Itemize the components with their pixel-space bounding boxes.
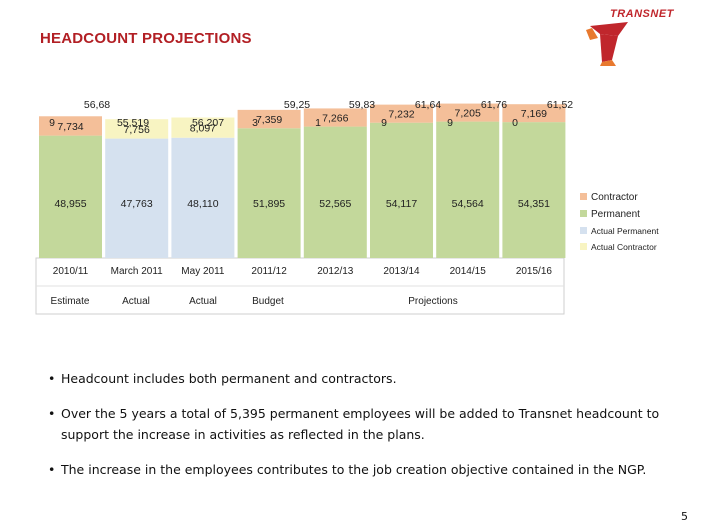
total-label: 59,25 (284, 99, 310, 111)
bar-permanent (303, 126, 367, 259)
logo-wordmark: TRANSNET (610, 8, 674, 20)
logo-mark-icon (586, 22, 628, 66)
bar-value-label: 51,895 (253, 198, 285, 210)
sublabel: Estimate (51, 296, 90, 307)
page-number: 5 (681, 510, 688, 523)
bar-value-label: 47,763 (121, 198, 153, 210)
category-label: May 2011 (181, 266, 225, 277)
transnet-logo: TRANSNET (578, 4, 696, 66)
bar-value-label: 48,955 (54, 198, 86, 210)
bar-value-label: 54,351 (518, 198, 550, 210)
category-label: 2015/16 (516, 266, 553, 277)
legend-swatch (580, 210, 587, 217)
bar-actual-contractor (171, 117, 235, 138)
bar-contractor (237, 109, 301, 129)
bar-value-label: 7,734 (57, 121, 83, 133)
bar-value-label: 7,232 (388, 109, 414, 121)
total-label: 9 (49, 117, 55, 129)
legend-swatch (580, 193, 587, 200)
legend-label: Contractor (591, 192, 638, 203)
bar-permanent (502, 122, 566, 258)
bullet-item: The increase in the employees contribute… (48, 459, 678, 480)
legend-swatch (580, 227, 587, 234)
legend-label: Actual Permanent (591, 226, 659, 236)
bullet-item: Headcount includes both permanent and co… (48, 368, 678, 389)
bar-contractor (39, 116, 102, 136)
bar-value-label: 8,097 (190, 123, 216, 135)
bar-permanent (370, 122, 433, 259)
bar-value-label: 52,565 (319, 198, 351, 210)
slide-title: HEADCOUNT PROJECTIONS (40, 30, 252, 47)
bar-permanent (237, 128, 301, 258)
total-label: 56,68 (84, 99, 110, 111)
total-label: 61,64 (415, 99, 441, 111)
bar-value-label: 48,110 (187, 198, 218, 210)
total-label: 3 (252, 117, 258, 129)
bar-permanent (436, 121, 500, 258)
bar-actual-contractor (105, 119, 169, 139)
total-label: 61,76 (481, 99, 507, 111)
bar-contractor (502, 104, 566, 123)
bar-value-label: 7,205 (455, 108, 481, 120)
total-label: 56,207 (192, 117, 224, 129)
total-label: 55,519 (117, 117, 149, 129)
bar-contractor (370, 104, 433, 123)
total-label: 9 (381, 117, 387, 129)
bar-value-label: 7,266 (322, 113, 348, 125)
sublabel: Projections (408, 296, 457, 307)
legend-label: Permanent (591, 209, 640, 220)
bar-value-label: 7,359 (256, 114, 282, 126)
bullet-list: Headcount includes both permanent and co… (48, 368, 678, 494)
sublabel: Budget (252, 296, 284, 307)
category-label: 2011/12 (251, 266, 287, 277)
category-label: 2012/13 (317, 266, 354, 277)
bar-value-label: 54,564 (452, 198, 484, 210)
legend-label: Actual Contractor (591, 242, 657, 252)
bar-value-label: 54,117 (386, 198, 417, 210)
total-label: 9 (447, 117, 453, 129)
legend-swatch (580, 243, 587, 250)
sublabel: Actual (122, 296, 150, 307)
category-label: 2010/11 (53, 266, 89, 277)
total-label: 61,52 (547, 99, 573, 111)
bar-value-label: 7,169 (521, 108, 547, 120)
bar-permanent (39, 135, 102, 258)
category-label: 2014/15 (450, 266, 487, 277)
headcount-chart: 7,734 48,955 2010/11 7,756 47,763 March 2011 8… (35, 99, 659, 315)
bar-value-label: 7,756 (124, 124, 150, 136)
bar-actual-permanent (105, 138, 169, 258)
bullet-item: Over the 5 years a total of 5,395 perman… (48, 403, 678, 445)
total-label: 59,83 (349, 99, 375, 111)
bar-contractor (303, 108, 367, 127)
bar-actual-permanent (171, 137, 235, 258)
sublabel: Actual (189, 296, 217, 307)
bar-contractor (436, 103, 500, 122)
category-label: 2013/14 (383, 266, 420, 277)
total-label: 1 (315, 117, 321, 129)
category-label: March 2011 (111, 266, 164, 277)
total-label: 0 (512, 117, 518, 129)
